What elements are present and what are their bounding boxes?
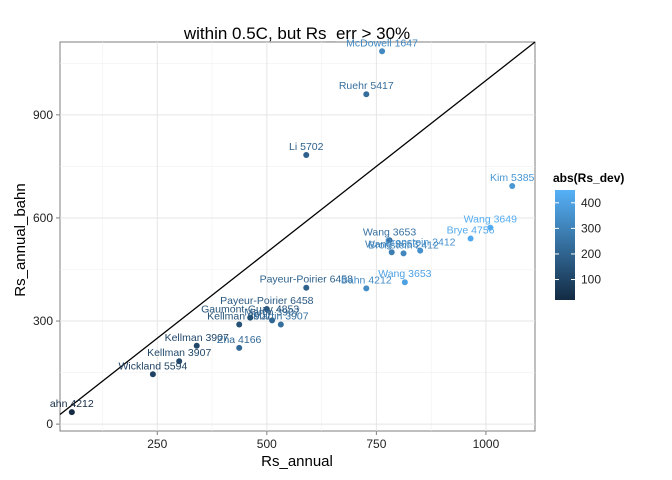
x-tick-label: 250 xyxy=(147,437,167,451)
y-tick-label: 0 xyxy=(46,417,53,431)
y-tick-label: 600 xyxy=(33,211,53,225)
data-point xyxy=(417,247,424,254)
data-point xyxy=(269,317,276,324)
data-point xyxy=(386,237,393,244)
plot-panel xyxy=(59,41,536,432)
data-point xyxy=(236,321,243,328)
point-label: Bronstein 2412 xyxy=(385,237,456,249)
point-label: Payeur-Poirier 6458 xyxy=(260,274,354,286)
data-point xyxy=(176,358,183,365)
data-point xyxy=(363,91,370,98)
point-label: Kellman 3907 xyxy=(147,347,211,359)
point-label: McDowell 1647 xyxy=(346,37,418,49)
data-point xyxy=(193,342,200,349)
point-label: Payeur-Poirier 6458 xyxy=(220,295,314,307)
legend-tick-label: 300 xyxy=(581,221,601,235)
point-label: Li 5702 xyxy=(289,141,324,153)
point-label: Brye 4756 xyxy=(447,225,495,237)
data-point xyxy=(388,249,395,256)
grid xyxy=(60,42,535,431)
x-tick-label: 500 xyxy=(257,437,277,451)
legend-title: abs(Rs_dev) xyxy=(553,171,624,185)
data-point xyxy=(400,250,407,257)
x-tick-label: 1000 xyxy=(473,437,500,451)
points-layer xyxy=(68,48,516,416)
axes: 250 500 750 1000 0 300 600 900 xyxy=(33,108,500,451)
legend-tick-label: 100 xyxy=(581,273,601,287)
x-tick-label: 750 xyxy=(366,437,386,451)
point-label: Gaumont-Guay 4853 xyxy=(201,304,299,316)
point-label: ahn 4212 xyxy=(50,398,94,410)
data-point xyxy=(467,235,474,242)
reference-line xyxy=(59,41,536,416)
data-point xyxy=(509,182,516,189)
point-label: Wang 3653 xyxy=(365,238,418,250)
data-point xyxy=(487,224,494,231)
y-tick-label: 300 xyxy=(33,314,53,328)
data-point xyxy=(236,344,243,351)
point-label: Ruehr 5417 xyxy=(339,80,394,92)
legend-tick-label: 200 xyxy=(581,247,601,261)
point-label: Bahn 4212 xyxy=(341,274,392,286)
data-point xyxy=(303,284,310,291)
point-label: Wickland 5594 xyxy=(118,360,187,372)
point-label: Kellman 3907 xyxy=(207,310,271,322)
data-point xyxy=(379,48,386,55)
point-label: Zha 4166 xyxy=(217,334,262,346)
data-point xyxy=(68,409,75,416)
reference-line-layer xyxy=(59,41,536,416)
point-label: Wang 3653 xyxy=(378,268,431,280)
chart-title: within 0.5C, but Rs_err > 30% xyxy=(183,24,410,43)
legend-colorbar xyxy=(555,190,575,300)
point-label: Martin 3907 xyxy=(244,306,300,318)
data-point xyxy=(363,285,370,292)
point-label: Martin 3907 xyxy=(253,310,309,322)
point-label: Bronstein 2412 xyxy=(368,239,439,251)
y-tick-label: 900 xyxy=(33,108,53,122)
data-point xyxy=(277,321,284,328)
legend-tick-label: 400 xyxy=(581,196,601,210)
data-point xyxy=(303,152,310,159)
point-label: Wang 3649 xyxy=(464,214,517,226)
y-axis-title: Rs_annual_bahn xyxy=(12,183,29,296)
color-legend: abs(Rs_dev) 100 200 300 400 xyxy=(553,171,624,300)
data-point xyxy=(247,314,254,321)
x-axis-title: Rs_annual xyxy=(261,453,333,470)
data-point xyxy=(401,279,408,286)
data-point xyxy=(263,306,270,313)
point-label: Wang 3653 xyxy=(363,226,416,238)
point-label: Kellman 3907 xyxy=(165,332,229,344)
point-label: Kim 5385 xyxy=(490,172,535,184)
data-point xyxy=(149,371,156,378)
